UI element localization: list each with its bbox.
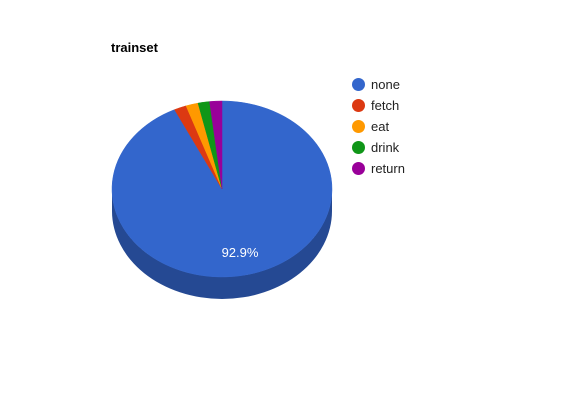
legend-item-eat: eat [352,116,405,137]
legend-swatch-eat [352,120,365,133]
legend-swatch-fetch [352,99,365,112]
legend-label-fetch: fetch [371,98,399,113]
legend-swatch-return [352,162,365,175]
legend-label-return: return [371,161,405,176]
legend-item-fetch: fetch [352,95,405,116]
legend-label-drink: drink [371,140,399,155]
legend-swatch-drink [352,141,365,154]
legend-item-return: return [352,158,405,179]
legend-item-drink: drink [352,137,405,158]
legend-swatch-none [352,78,365,91]
legend: none fetch eat drink return [352,74,405,179]
legend-item-none: none [352,74,405,95]
legend-label-eat: eat [371,119,389,134]
data-label-none: 92.9% [222,245,259,260]
legend-label-none: none [371,77,400,92]
